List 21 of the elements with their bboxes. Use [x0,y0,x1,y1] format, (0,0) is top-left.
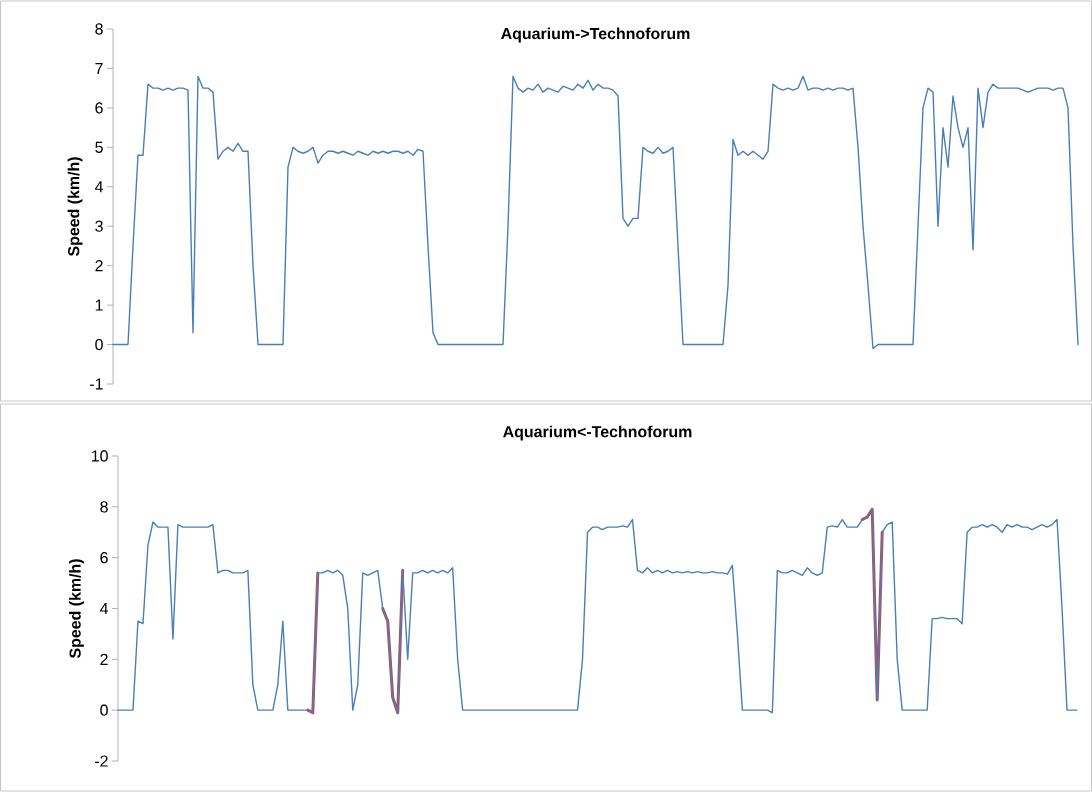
y-tick-label: 0 [100,704,108,716]
y-axis-title: Speed (km/h) [67,157,83,257]
y-tick-label: 6 [95,102,103,114]
y-tick-label: 10 [91,450,108,462]
y-tick-label: 8 [100,501,108,513]
y-tick-label: 6 [100,552,108,564]
chart-title: Aquarium<-Technoforum [503,425,692,441]
y-tick-label: 0 [95,338,103,351]
y-tick-label: 2 [95,260,103,272]
y-tick-label: 2 [100,653,108,665]
y-tick-label: 3 [95,220,103,232]
y-tick-label: 7 [95,62,103,74]
chart-title: Aquarium->Technoforum [501,27,690,43]
y-tick-label: 4 [94,181,104,193]
y-tick-label: 8 [95,23,103,35]
y-tick-label: -1 [90,378,103,390]
y-tick-label: 5 [95,141,103,153]
y-tick-label: 4 [99,603,109,614]
y-axis-title: Speed (km/h) [69,559,84,659]
y-tick-label: -2 [95,755,108,767]
y-tick-label: 1 [95,299,103,311]
